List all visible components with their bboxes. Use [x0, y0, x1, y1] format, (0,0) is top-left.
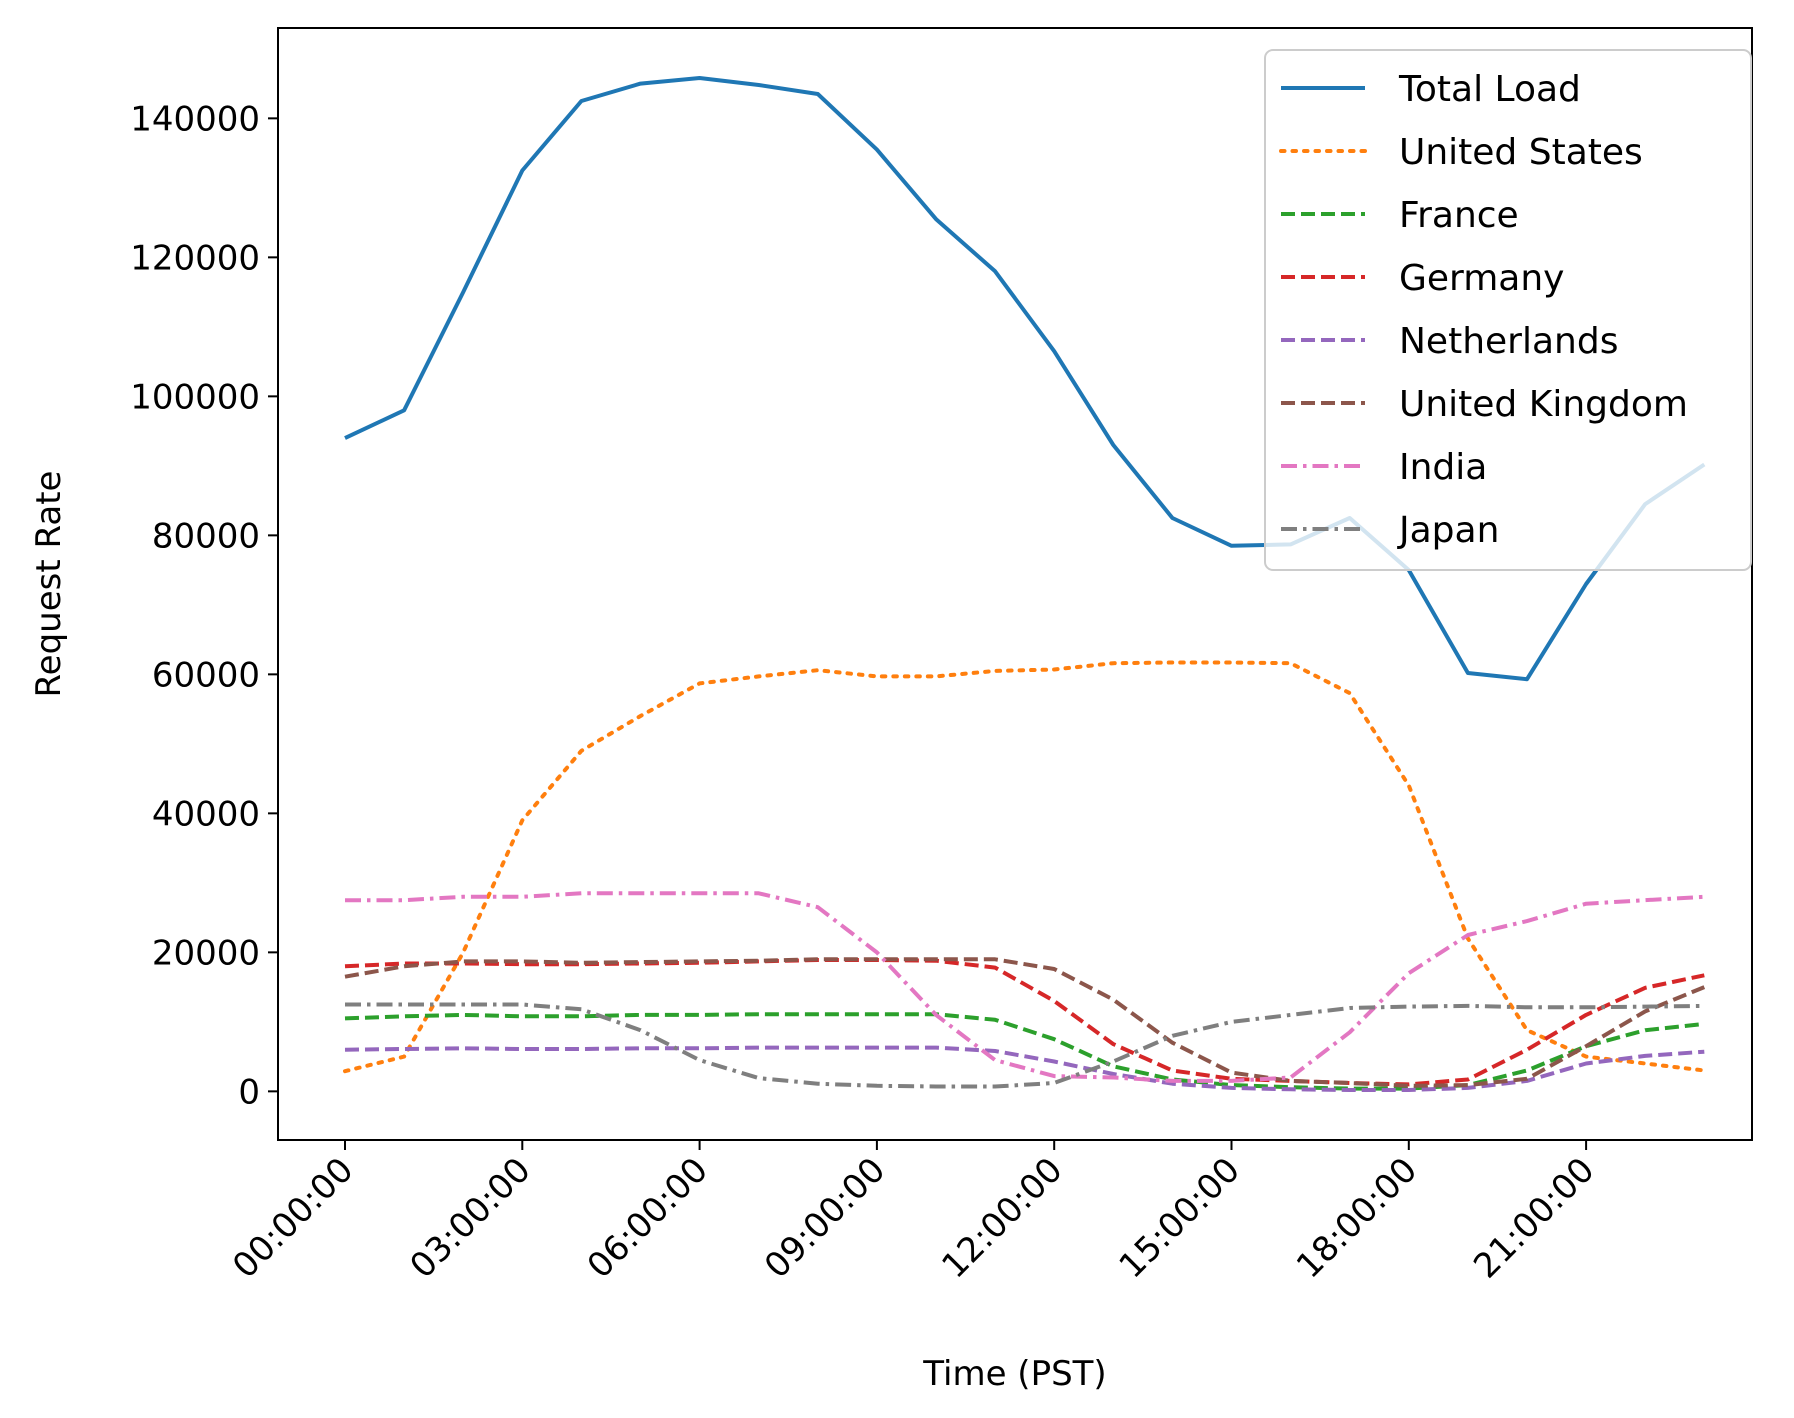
y-tick-label: 20000 — [152, 933, 260, 973]
legend-label-united-kingdom: United Kingdom — [1399, 384, 1688, 425]
legend-label-india: India — [1399, 447, 1487, 488]
x-axis-label: Time (PST) — [922, 1354, 1106, 1394]
legend-label-netherlands: Netherlands — [1399, 321, 1618, 362]
series-line-united-kingdom — [344, 957, 1706, 1088]
series-layer — [343, 76, 1707, 1092]
legend-label-germany: Germany — [1399, 258, 1564, 299]
plot-frame — [277, 27, 1753, 1141]
legend: Total Load United States France Germany Neth… — [1264, 49, 1752, 571]
y-tick-label: 140000 — [130, 99, 260, 139]
y-tick-label: 40000 — [152, 794, 260, 834]
series-line-total-load — [344, 76, 1706, 682]
y-axis-label: Request Rate — [29, 471, 69, 698]
series-line-india — [345, 891, 1705, 1083]
legend-label-total-load: Total Load — [1398, 69, 1581, 110]
y-tick-label: 120000 — [130, 238, 260, 278]
y-axis: 0 20000 40000 60000 80000 100000 120000 140000 — [130, 99, 278, 1112]
legend-label-france: France — [1399, 195, 1519, 236]
y-tick-label: 100000 — [130, 377, 260, 417]
y-tick-label: 60000 — [152, 655, 260, 695]
series-line-united-states — [343, 660, 1707, 1074]
legend-label-japan: Japan — [1397, 510, 1499, 551]
legend-box — [1264, 49, 1752, 571]
series-line-netherlands — [344, 1045, 1705, 1092]
series-line-japan — [345, 1002, 1705, 1089]
y-tick-label: 0 — [238, 1072, 260, 1112]
y-tick-label: 80000 — [152, 516, 260, 556]
legend-label-united-states: United States — [1399, 132, 1643, 173]
